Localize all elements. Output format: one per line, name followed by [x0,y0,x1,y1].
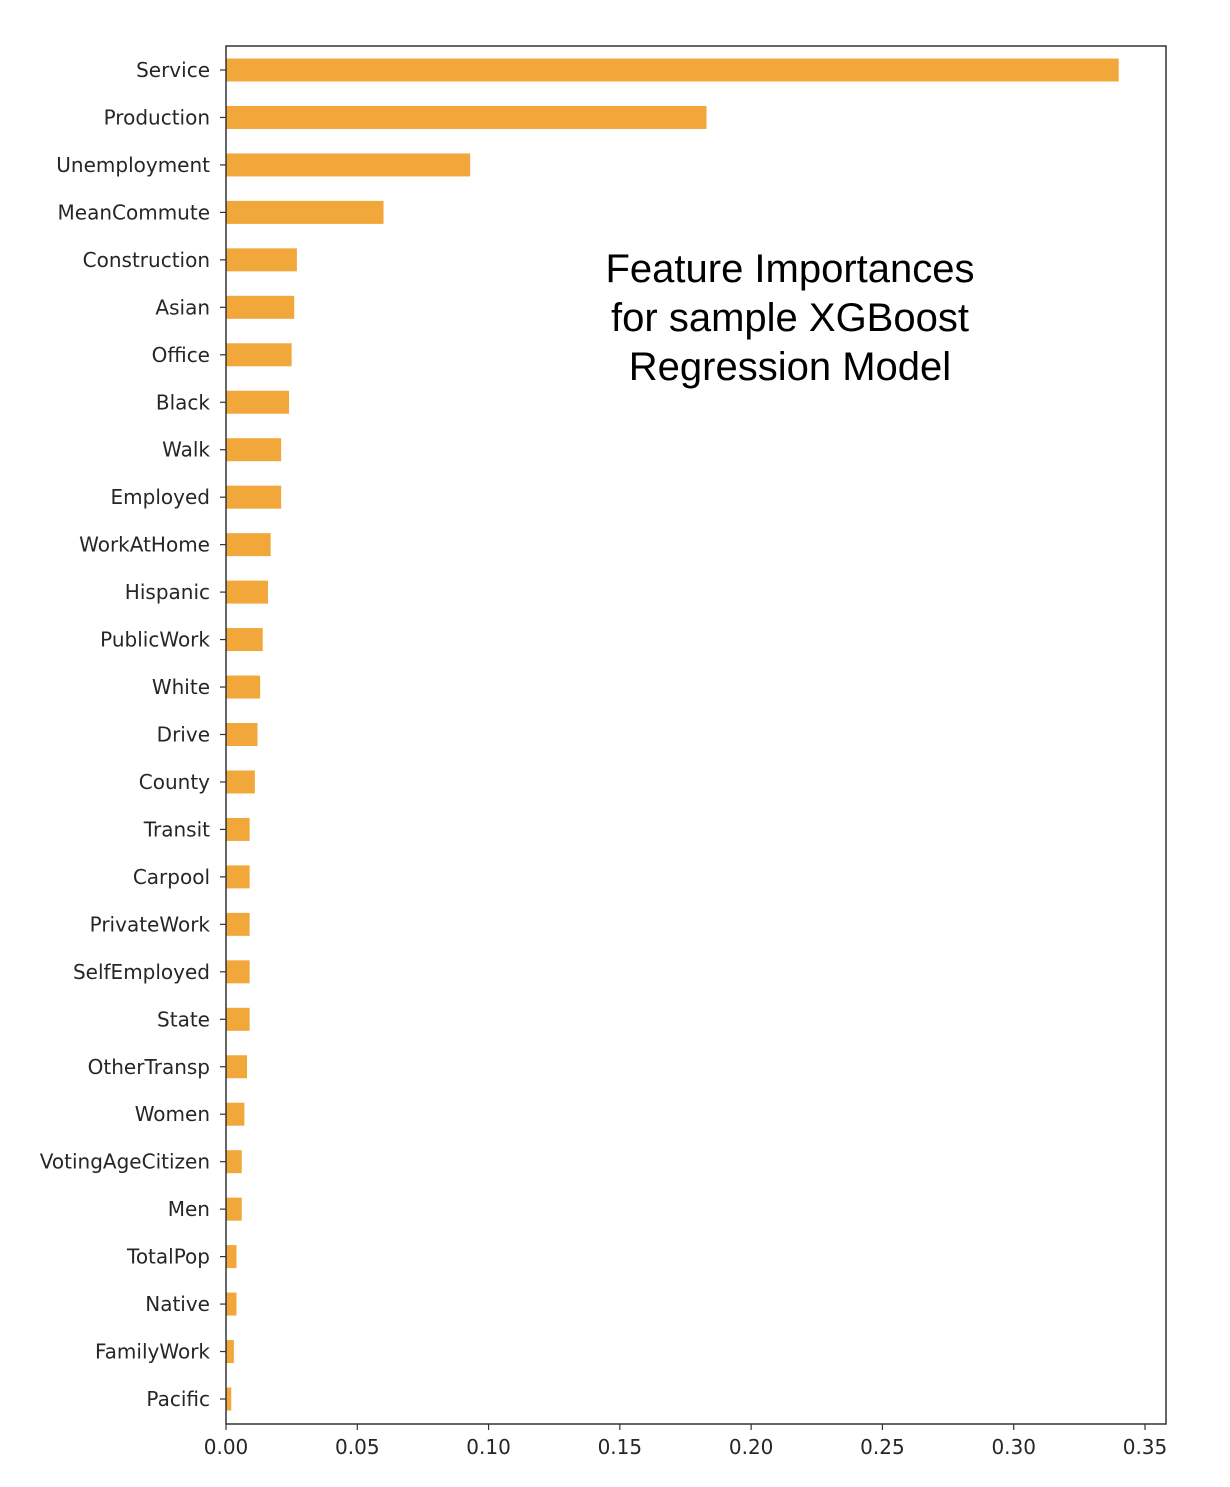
y-tick-label: FamilyWork [95,1340,210,1364]
bar-drive [226,723,258,746]
y-tick-label: Walk [162,438,210,462]
y-tick-label: Pacific [146,1387,210,1411]
bar-transit [226,817,250,841]
y-tick-label: Unemployment [56,153,210,177]
bar-asian [226,295,295,319]
plot-frame [225,45,1167,1425]
bar-publicwork [226,628,263,652]
bar-black [226,390,290,414]
bar-workathome [226,533,271,557]
y-tick-label: Men [168,1197,210,1221]
y-tick-label: County [139,770,210,794]
bar-privatework [226,912,250,936]
x-tick-label: 0.25 [860,1435,905,1459]
bar-votingagecitizen [226,1150,242,1174]
y-tick-label: White [152,675,210,699]
bar-women [226,1102,245,1126]
y-tick-label: Hispanic [125,580,210,604]
y-tick-label: Women [135,1102,210,1126]
x-tick-label: 0.30 [991,1435,1036,1459]
bar-service [226,58,1119,82]
bar-office [226,343,292,367]
y-tick-label: MeanCommute [58,200,210,224]
y-tick-label: TotalPop [126,1245,210,1269]
y-tick-label: Employed [111,485,210,509]
y-tick-label: Transit [143,817,210,841]
y-tick-label: Carpool [133,865,210,889]
bar-pacific [226,1387,232,1411]
bar-meancommute [226,200,384,224]
bar-walk [226,438,282,462]
bar-totalpop [226,1245,237,1269]
chart-title-line-1: Feature Importances [605,247,974,291]
x-tick-label: 0.15 [598,1435,643,1459]
y-tick-label: Drive [157,723,210,747]
y-tick-label: Construction [83,248,210,272]
bar-othertransp [226,1055,248,1079]
y-tick-label: Office [152,343,210,367]
y-tick-label: Black [156,390,211,414]
bar-construction [226,248,297,272]
chart-title-line-3: Regression Model [629,345,951,389]
bar-native [226,1292,237,1316]
bar-hispanic [226,580,269,604]
x-axis: 0.00 0.05 0.10 0.15 0.20 0.25 0.30 0.35 [204,1424,1168,1459]
bar-unemployment [226,153,471,177]
y-tick-label: Asian [155,295,210,319]
y-tick-label: VotingAgeCitizen [40,1150,210,1174]
y-tick-label: PrivateWork [90,912,211,936]
bar-carpool [226,865,250,889]
bar-white [226,675,261,699]
bar-county [226,770,255,794]
y-tick-label: WorkAtHome [79,533,210,557]
bar-selfemployed [226,960,250,984]
y-tick-label: State [157,1007,210,1031]
x-tick-label: 0.20 [729,1435,774,1459]
y-tick-label: Production [104,105,210,129]
bar-state [226,1007,250,1031]
bar-men [226,1197,242,1221]
y-tick-label: Native [145,1292,210,1316]
y-tick-label: SelfEmployed [73,960,210,984]
x-tick-label: 0.10 [466,1435,511,1459]
y-tick-label: Service [136,58,210,82]
bar-familywork [226,1340,234,1364]
y-tick-label: OtherTransp [88,1055,210,1079]
chart-title-line-2: for sample XGBoost [611,296,969,340]
y-tick-label: PublicWork [100,628,210,652]
x-tick-label: 0.00 [204,1435,249,1459]
bar-employed [226,485,282,509]
y-axis: Service Production Unemployment MeanCommute… [40,58,226,1411]
bar-production [226,105,707,129]
bars-layer [226,58,1119,1411]
x-tick-label: 0.35 [1123,1435,1168,1459]
x-tick-label: 0.05 [335,1435,380,1459]
